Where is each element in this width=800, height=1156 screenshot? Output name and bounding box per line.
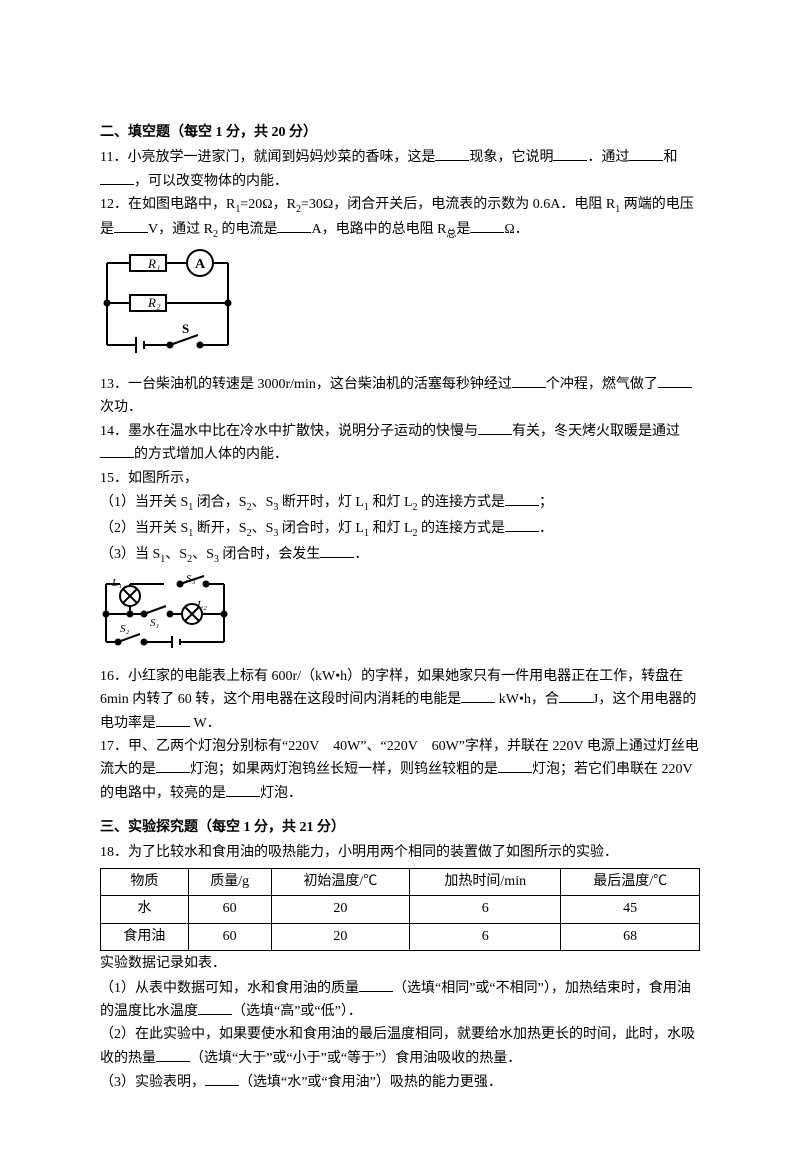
section-2-header: 二、填空题（每空 1 分，共 20 分） (100, 122, 700, 144)
q15-3-d: 闭合时，会发生． (219, 547, 369, 562)
question-13: 13．一台柴油机的转速是 3000r/min，这台柴油机的活塞每秒钟经过个冲程，… (100, 373, 700, 419)
q15-2-d: 闭合时，灯 L (278, 521, 364, 536)
table-header-row: 物质 质量/g 初始温度/℃ 加热时间/min 最后温度/℃ (101, 869, 700, 896)
q15-2-f: 的连接方式是． (418, 521, 554, 536)
question-15-2: （2）当开关 S1 断开，S2、S3 闭合时，灯 L1 和灯 L2 的连接方式是… (100, 517, 700, 542)
cell-water-t0: 20 (271, 896, 410, 923)
cell-oil-time: 6 (410, 923, 561, 950)
question-11: 11．小亮放学一进家门，就闻到妈妈炒菜的香味，这是现象，它说明．通过和，可以改变… (100, 146, 700, 193)
cell-oil-t0: 20 (271, 923, 410, 950)
label-S2: S₂ (120, 623, 130, 635)
q15-1-e: 和灯 L (369, 495, 413, 510)
question-17: 17．甲、乙两个灯泡分别标有“220V 40W”、“220V 60W”字样，并联… (100, 736, 700, 805)
q15-1-c: 、S (252, 495, 274, 510)
table-row-water: 水 60 20 6 45 (101, 896, 700, 923)
circuit-diagram-2: L₁ L₂ S₁ S₂ S₃ (100, 574, 700, 660)
q15-3-b: 、S (165, 547, 187, 562)
label-S3: S₃ (186, 574, 196, 585)
cell-water-mass: 60 (188, 896, 271, 923)
th-initial-temp: 初始温度/℃ (271, 869, 410, 896)
question-18-stem: 18．为了比较水和食用油的吸热能力，小明用两个相同的装置做了如图所示的实验． (100, 842, 700, 864)
data-table: 物质 质量/g 初始温度/℃ 加热时间/min 最后温度/℃ 水 60 20 6… (100, 868, 700, 951)
q15-1-d: 断开时，灯 L (278, 495, 364, 510)
label-L1: L₁ (111, 577, 122, 589)
cell-water-tf: 45 (561, 896, 700, 923)
label-L2: L₂ (196, 599, 207, 611)
label-S1: S₁ (150, 617, 160, 629)
th-mass: 质量/g (188, 869, 271, 896)
circuit-1-svg: R₁ R₂ A S (100, 249, 235, 359)
section-3-header: 三、实验探究题（每空 1 分，共 21 分） (100, 817, 700, 839)
cell-oil: 食用油 (101, 923, 189, 950)
circuit-2-svg: L₁ L₂ S₁ S₂ S₃ (100, 574, 230, 652)
q15-2-a: （2）当开关 S (100, 521, 188, 536)
cell-water: 水 (101, 896, 189, 923)
q12-part-a: 12．在如图电路中，R (100, 197, 235, 212)
q12-part-e: 的电流是A，电路中的总电阻 R (218, 222, 446, 237)
q12-part-f: 是Ω． (456, 222, 528, 237)
table-row-oil: 食用油 60 20 6 68 (101, 923, 700, 950)
question-18-1: （1）从表中数据可知，水和食用油的质量（选填“相同”或“不相同”），加热结束时，… (100, 977, 700, 1024)
label-R2: R₂ (147, 295, 161, 310)
q18-datanote: 实验数据记录如表． (100, 953, 700, 975)
document-page: 二、填空题（每空 1 分，共 20 分） 11．小亮放学一进家门，就闻到妈妈炒菜… (0, 0, 800, 1156)
question-14: 14．墨水在温水中比在冷水中扩散快，说明分子运动的快慢与有关，冬天烤火取暖是通过… (100, 420, 700, 467)
question-15-stem: 15．如图所示， (100, 468, 700, 490)
q15-2-b: 断开，S (193, 521, 246, 536)
question-18-2: （2）在此实验中，如果要使水和食用油的最后温度相同，就要给水加热更长的时间，此时… (100, 1024, 700, 1070)
q15-2-e: 和灯 L (369, 521, 413, 536)
cell-water-time: 6 (410, 896, 561, 923)
question-15-1: （1）当开关 S1 闭合，S2、S3 断开时，灯 L1 和灯 L2 的连接方式是… (100, 491, 700, 516)
q12-part-b: =20Ω，R (240, 197, 296, 212)
q15-1-f: 的连接方式是； (418, 495, 554, 510)
question-12: 12．在如图电路中，R1=20Ω，R2=30Ω，闭合开关后，电流表的示数为 0.… (100, 194, 700, 243)
label-R1: R₁ (147, 256, 160, 271)
label-S: S (182, 321, 189, 336)
q15-3-c: 、S (192, 547, 214, 562)
q15-3-a: （3）当 S (100, 547, 160, 562)
q15-1-a: （1）当开关 S (100, 495, 188, 510)
question-15-3: （3）当 S1、S2、S3 闭合时，会发生． (100, 543, 700, 568)
q15-1-b: 闭合，S (193, 495, 246, 510)
q12-part-c: =30Ω，闭合开关后，电流表的示数为 0.6A．电阻 R (301, 197, 615, 212)
question-18-3: （3）实验表明，（选填“水”或“食用油”）吸热的能力更强． (100, 1071, 700, 1094)
th-heat-time: 加热时间/min (410, 869, 561, 896)
question-16: 16．小红家的电能表上标有 600r/（kW•h）的字样，如果她家只有一件用电器… (100, 666, 700, 735)
th-final-temp: 最后温度/℃ (561, 869, 700, 896)
th-substance: 物质 (101, 869, 189, 896)
q15-2-c: 、S (252, 521, 274, 536)
circuit-diagram-1: R₁ R₂ A S (100, 249, 700, 367)
sub-zong: 总 (446, 229, 456, 240)
label-A: A (195, 257, 206, 272)
cell-oil-tf: 68 (561, 923, 700, 950)
cell-oil-mass: 60 (188, 923, 271, 950)
